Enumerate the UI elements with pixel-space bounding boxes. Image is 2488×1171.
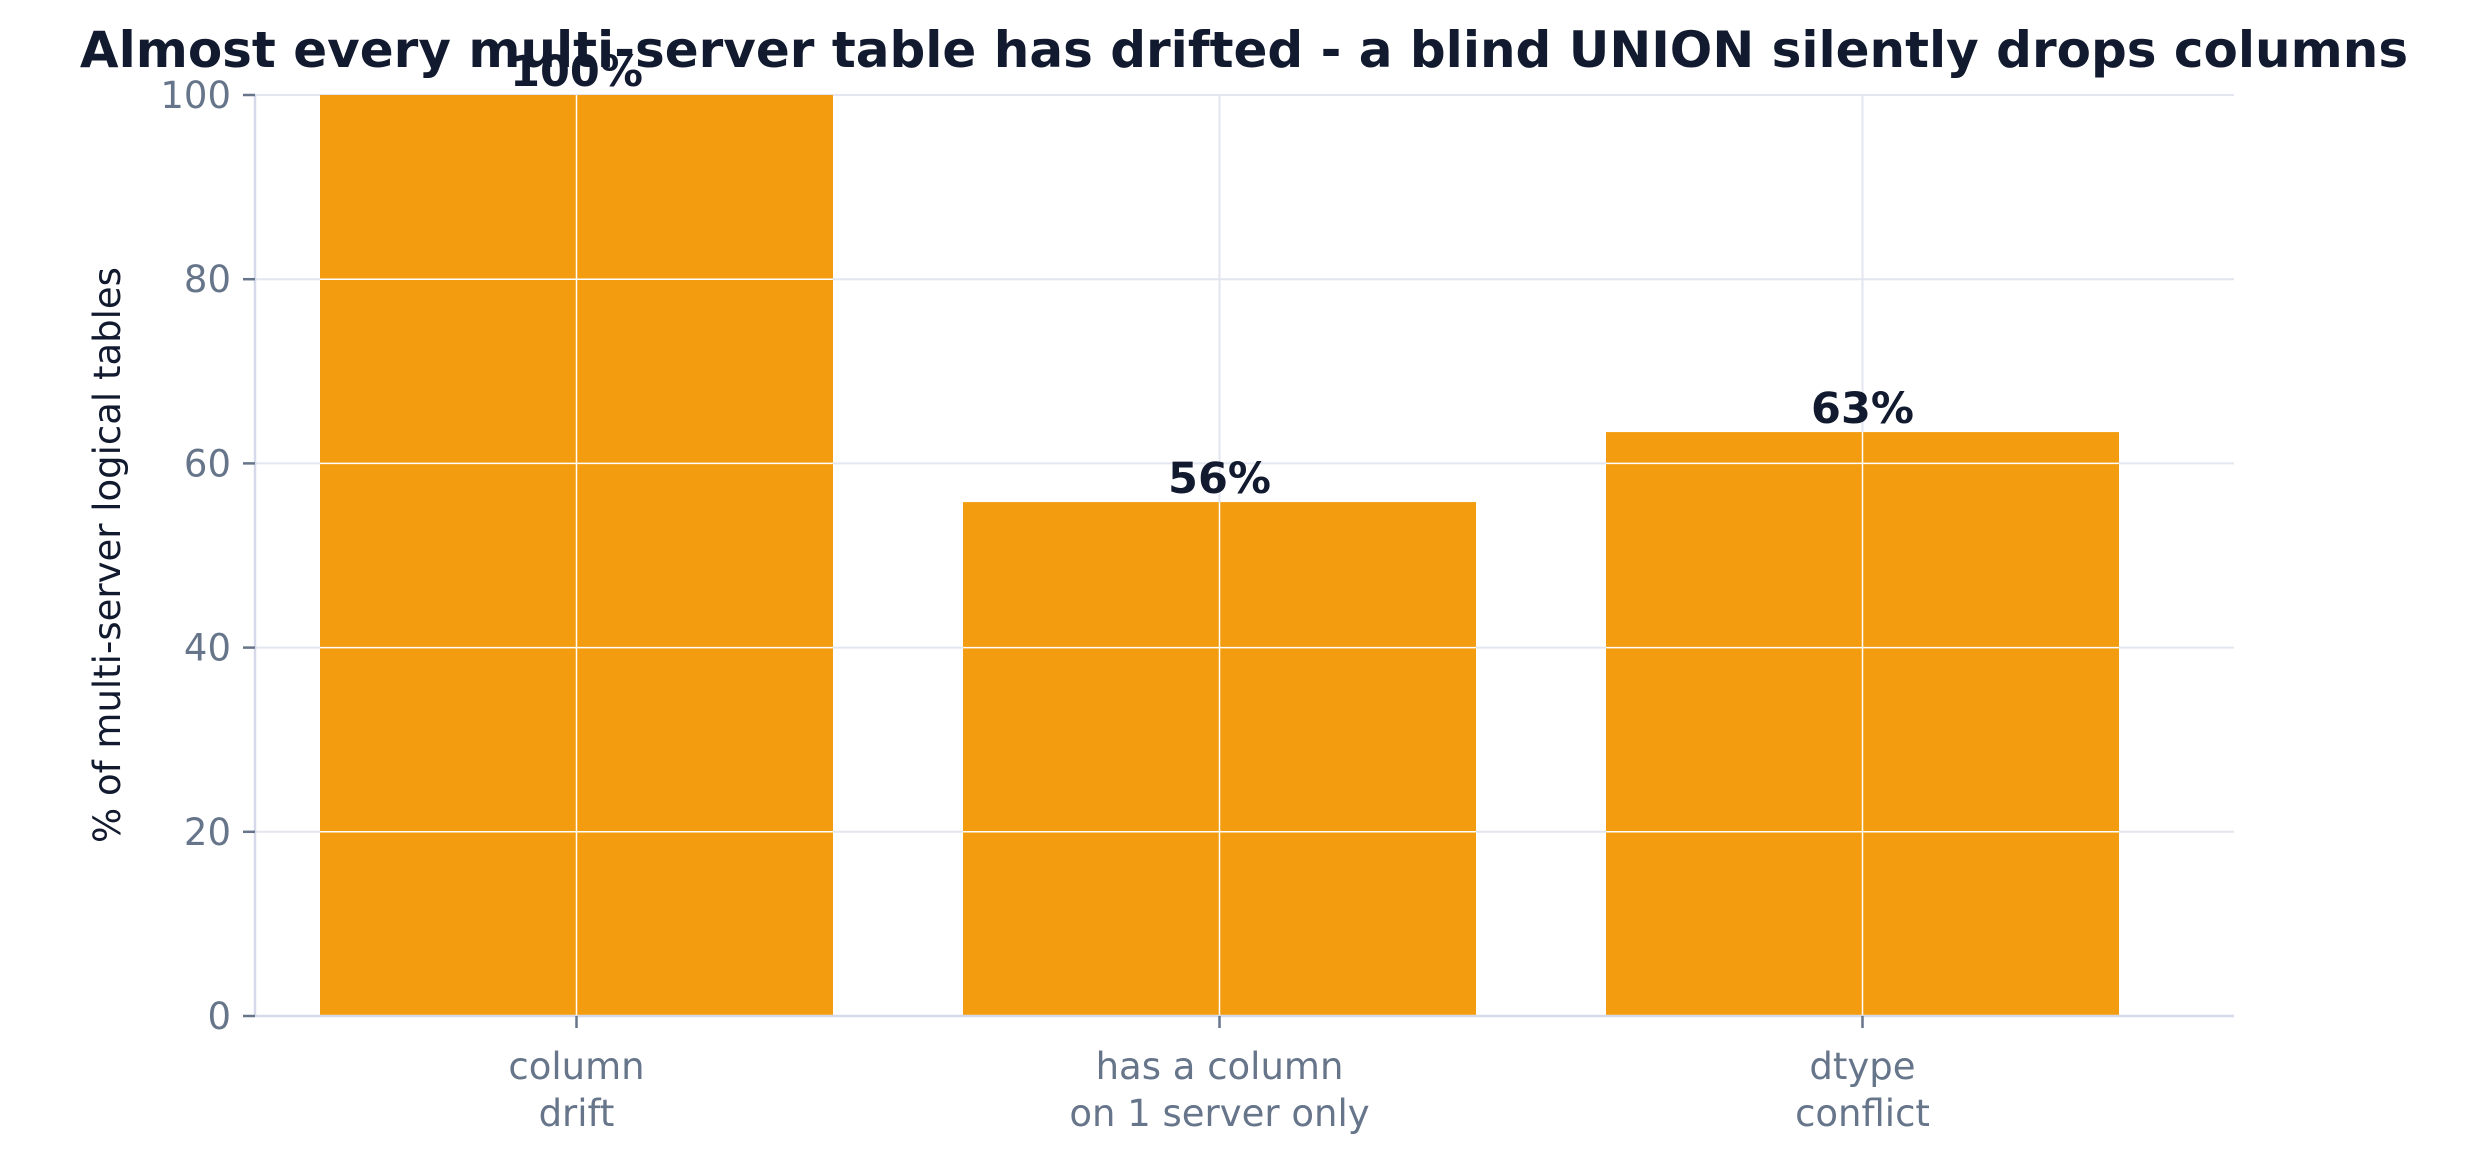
data-label-1: 56% — [1168, 454, 1271, 504]
data-label-2: 63% — [1811, 384, 1914, 434]
y-tick-label-5: 100 — [160, 74, 231, 117]
y-tick-label-1: 20 — [184, 811, 231, 854]
y-tick-label-0: 0 — [207, 995, 231, 1038]
y-tick-label-3: 60 — [184, 442, 231, 485]
y-axis-label: % of multi-server logical tables — [86, 267, 129, 843]
x-tick-label-1-line-0: has a column — [1096, 1045, 1344, 1088]
x-tick-label-2-line-0: dtype — [1809, 1045, 1915, 1088]
y-tick-label-2: 40 — [184, 627, 231, 670]
x-tick-label-0-line-0: column — [508, 1045, 644, 1088]
y-tick-label-4: 80 — [184, 258, 231, 301]
x-tick-label-1-line-1: on 1 server only — [1069, 1092, 1369, 1135]
x-tick-label-0-line-1: drift — [539, 1092, 615, 1135]
x-tick-label-2-line-1: conflict — [1795, 1092, 1930, 1135]
chart-title: Almost every multi-server table has drif… — [80, 21, 2408, 79]
data-label-0: 100% — [510, 47, 643, 97]
